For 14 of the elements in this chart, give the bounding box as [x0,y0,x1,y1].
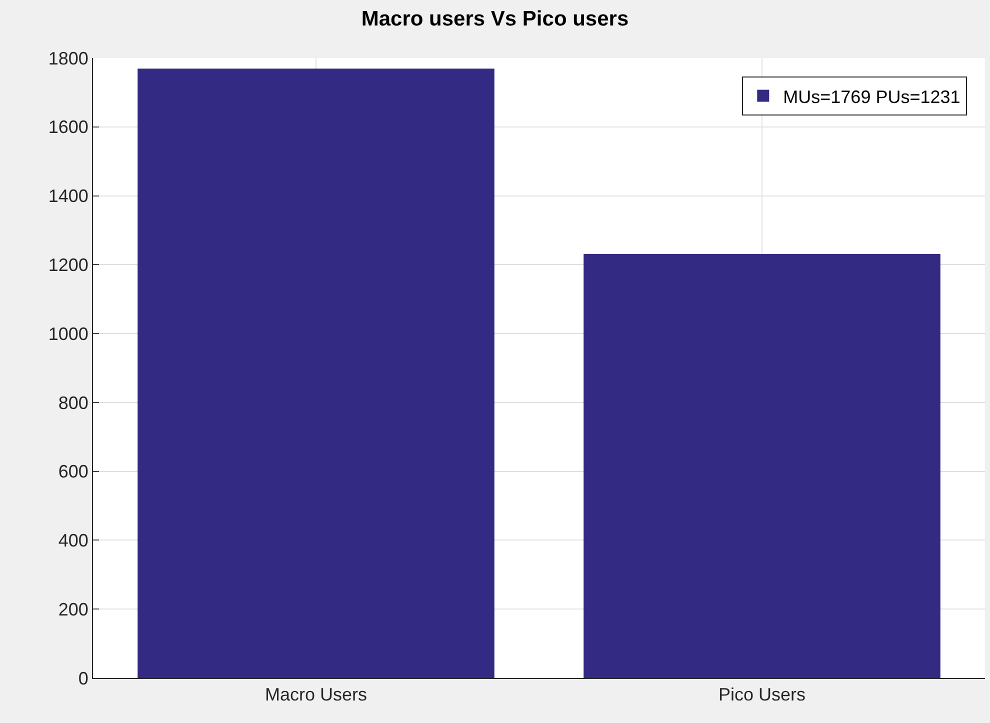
y-tick-label: 1800 [48,48,88,68]
x-tick-label: Pico Users [718,684,806,705]
y-tick-label: 1600 [48,117,88,138]
y-tick-label: 1000 [48,324,88,344]
chart-title: Macro users Vs Pico users [361,8,629,31]
y-tick-label: 1400 [48,186,88,206]
y-tick-label: 1200 [48,254,88,275]
y-tick-label: 400 [58,530,88,551]
y-tick-label: 0 [78,668,88,688]
x-tick-label: Macro Users [264,684,368,705]
y-tick-label: 800 [58,392,88,413]
y-tick-label: 600 [58,462,88,482]
legend-label: MUs=1769 PUs=1231 [783,86,960,107]
y-tick-label: 200 [58,599,88,620]
